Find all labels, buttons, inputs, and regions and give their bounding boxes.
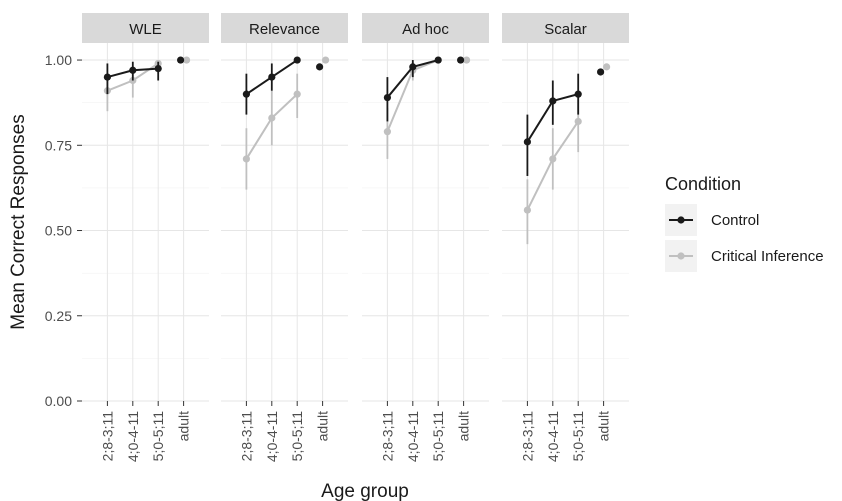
x-tick-label: 5;0-5;11: [570, 411, 586, 462]
y-tick-label: 1.00: [45, 52, 72, 68]
data-point: [383, 128, 391, 136]
data-point: [574, 90, 582, 98]
data-point: [268, 73, 276, 81]
x-tick-label: 5;0-5;11: [430, 411, 446, 462]
data-point: [242, 155, 250, 163]
x-tick-label: 2;8-3;11: [99, 411, 115, 462]
data-point: [549, 155, 557, 163]
data-point: [154, 64, 162, 73]
data-point: [103, 73, 111, 81]
facet-strip-label: Scalar: [544, 21, 587, 38]
series-critical-inference: [383, 56, 471, 159]
x-tick-label: adult: [596, 411, 612, 441]
data-point: [434, 56, 442, 64]
y-tick-label: 0.00: [45, 393, 72, 409]
x-tick-label: 4;0-4-11: [405, 411, 421, 462]
facet-strip: [82, 13, 209, 43]
facet-panel: Relevance 2;8-3;11 4;0-4-11 5;0-5;11 adult: [221, 13, 348, 462]
series-critical-inference: [523, 63, 611, 245]
data-point: [574, 117, 582, 126]
data-point: [383, 93, 391, 102]
data-point: [322, 56, 330, 64]
x-tick-label: 5;0-5;11: [289, 411, 305, 462]
x-tick-label: 2;8-3;11: [519, 411, 535, 462]
x-tick-label: adult: [176, 411, 192, 441]
series-control: [242, 56, 324, 115]
x-tick-label: 4;0-4-11: [545, 411, 561, 462]
x-tick-label: 2;8-3;11: [379, 411, 395, 462]
data-point: [603, 63, 611, 71]
x-tick-label: 5;0-5;11: [150, 411, 166, 462]
series-control: [383, 56, 465, 122]
data-point: [409, 63, 417, 71]
facet-strip-label: Relevance: [249, 21, 320, 38]
series-critical-inference: [242, 56, 330, 190]
legend-title: Condition: [665, 174, 741, 194]
data-point: [523, 138, 532, 146]
data-point: [177, 56, 185, 64]
x-axis-title: Age group: [321, 481, 409, 501]
y-tick-label: 0.50: [45, 223, 72, 239]
facet-strip: [362, 13, 489, 43]
facet-strip-label: WLE: [129, 21, 162, 38]
data-point: [463, 56, 471, 64]
data-point: [183, 56, 191, 64]
x-tick-label: adult: [456, 411, 472, 441]
data-point: [316, 63, 324, 71]
series-critical-inference: [103, 56, 191, 112]
data-point: [523, 206, 532, 214]
y-axis-title: Mean Correct Responses: [8, 114, 29, 329]
y-tick-label: 0.75: [45, 137, 72, 153]
x-tick-label: adult: [315, 411, 331, 441]
series-control: [103, 56, 185, 95]
y-axis: 0.00 0.25 0.50 0.75 1.00: [45, 52, 82, 409]
data-point: [129, 66, 137, 74]
legend-key-point: [677, 216, 685, 224]
legend: Condition Control Critical Inference: [665, 174, 824, 272]
facet-strip: [502, 13, 629, 43]
y-tick-label: 0.25: [45, 308, 72, 324]
data-point: [293, 90, 301, 98]
x-tick-label: 4;0-4-11: [264, 411, 280, 462]
x-tick-label: 4;0-4-11: [125, 411, 141, 462]
facet-strip-label: Ad hoc: [402, 21, 449, 38]
legend-label: Control: [711, 212, 759, 229]
legend-key-point: [677, 252, 685, 260]
facet-panel: Ad hoc 2;8-3;11 4;0-4-11 5;0-5;11 adult: [362, 13, 489, 462]
legend-entry: Control: [665, 204, 759, 236]
legend-label: Critical Inference: [711, 248, 824, 265]
legend-entry: Critical Inference: [665, 240, 824, 272]
data-point: [268, 114, 276, 122]
facet-panel: WLE 2;8-3;11 4;0-4-11 5;0-5;11 adult: [82, 13, 209, 462]
data-point: [293, 56, 301, 64]
data-point: [242, 90, 250, 98]
data-point: [457, 56, 465, 64]
x-tick-label: 2;8-3;11: [238, 411, 254, 462]
facet-panel: Scalar 2;8-3;11 4;0-4-11 5;0-5;11 adult: [502, 13, 629, 462]
data-point: [597, 68, 605, 76]
facet-strip: [221, 13, 348, 43]
series-control: [523, 68, 605, 176]
data-point: [549, 97, 557, 105]
